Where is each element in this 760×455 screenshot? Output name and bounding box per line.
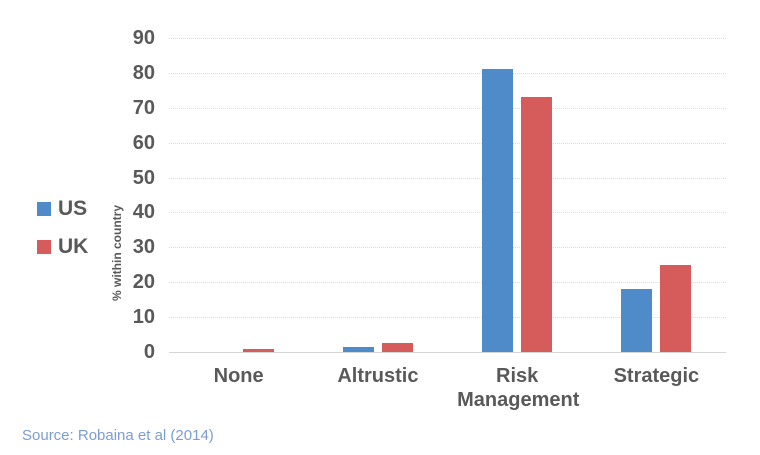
y-tick-label: 60: [132, 131, 155, 154]
legend-swatch-us: [37, 201, 51, 216]
gridline: [169, 247, 726, 249]
legend-label-us: US: [58, 197, 88, 220]
y-tick-label: 20: [132, 271, 155, 294]
y-tick-label: 70: [132, 96, 155, 119]
x-category-label: Altrustic: [337, 365, 419, 387]
gridline: [169, 282, 726, 284]
gridline: [169, 142, 726, 144]
bar-us-strategic: [621, 289, 653, 352]
x-category-label: None: [213, 365, 264, 387]
legend-swatch-uk: [37, 239, 51, 254]
bar-uk-risk-management: [521, 97, 553, 352]
chart-legend: US UK: [37, 198, 88, 257]
x-category-label: Strategic: [613, 365, 700, 387]
y-tick-label: 40: [132, 201, 155, 224]
bar-us-altrustic: [342, 346, 374, 352]
gridline: [169, 212, 726, 214]
y-tick-label: 10: [132, 306, 155, 329]
bar-uk-altrustic: [381, 343, 413, 352]
x-axis-line: [169, 352, 726, 353]
y-tick-label: 0: [143, 341, 155, 363]
gridline: [169, 107, 726, 109]
x-category-label: Risk Management: [457, 365, 580, 411]
y-tick-label: 90: [132, 27, 155, 49]
gridline: [169, 177, 726, 179]
gridline: [169, 317, 726, 319]
bar-uk-none: [242, 348, 274, 352]
y-tick-label: 30: [132, 236, 155, 259]
y-tick-label: 50: [132, 166, 155, 189]
legend-item-uk: UK: [37, 236, 88, 257]
y-tick-label: 80: [132, 61, 155, 84]
bar-uk-strategic: [660, 264, 692, 352]
source-caption: Source: Robaina et al (2014): [22, 427, 214, 444]
gridline: [169, 38, 726, 39]
legend-item-us: US: [37, 198, 88, 219]
gridline: [169, 72, 726, 74]
legend-label-uk: UK: [58, 235, 89, 258]
bar-us-risk-management: [482, 69, 514, 352]
